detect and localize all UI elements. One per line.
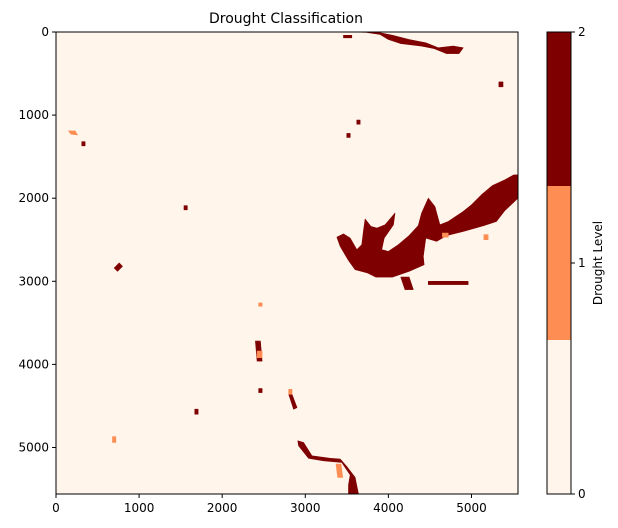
plot-frame	[55, 31, 519, 495]
drought-region-level-1	[442, 232, 449, 238]
chart-title: Drought Classification	[209, 11, 363, 27]
x-tick-label: 4000	[373, 501, 404, 515]
x-axis: 0 1000 2000 3000 4000 5000	[52, 494, 487, 515]
drought-region-level-2	[336, 174, 519, 278]
drought-region-level-2	[400, 276, 414, 290]
drought-region-level-2	[343, 34, 353, 39]
x-tick-label: 2000	[207, 501, 238, 515]
drought-region-level-2	[356, 119, 361, 125]
y-tick-label: 3000	[18, 274, 49, 288]
drought-region-level-1	[258, 302, 263, 307]
colorbar-tick-label: 2	[578, 25, 586, 39]
drought-region-level-1	[112, 436, 117, 443]
x-tick-label: 3000	[290, 501, 321, 515]
drought-region-level-2	[194, 408, 199, 415]
y-tick-label: 2000	[18, 191, 49, 205]
x-tick-label: 5000	[456, 501, 487, 515]
drought-region-level-2	[183, 205, 188, 211]
colorbar-tick-label: 1	[578, 256, 586, 270]
y-tick-label: 5000	[18, 440, 49, 454]
y-axis: 0 1000 2000 3000 4000 5000	[18, 25, 56, 454]
colorbar-segment-level-0	[547, 340, 571, 494]
drought-region-level-2	[498, 81, 504, 88]
colorbar: 0 1 2	[546, 25, 586, 501]
drought-region-level-1	[335, 463, 344, 478]
heatmap-background	[56, 32, 518, 494]
colorbar-segment-level-2	[547, 32, 571, 186]
y-tick-label: 1000	[18, 108, 49, 122]
drought-region-level-1	[256, 350, 263, 359]
colorbar-label: Drought Level	[591, 221, 605, 305]
drought-region-level-2	[81, 141, 86, 147]
y-tick-label: 4000	[18, 357, 49, 371]
x-tick-label: 0	[52, 501, 60, 515]
drought-region-level-2	[258, 388, 263, 393]
drought-region-level-2	[113, 262, 123, 272]
colorbar-segment-level-1	[547, 186, 571, 340]
plot-area	[55, 31, 519, 495]
drought-region-level-1	[68, 130, 78, 136]
drought-region-level-1	[288, 388, 293, 395]
x-tick-label: 1000	[124, 501, 155, 515]
colorbar-tick-label: 0	[578, 487, 586, 501]
drought-region-level-2	[352, 31, 464, 54]
drought-region-level-1	[483, 234, 489, 240]
y-tick-label: 0	[41, 25, 49, 39]
drought-region-level-2	[427, 280, 469, 285]
drought-region-level-2	[346, 133, 351, 138]
